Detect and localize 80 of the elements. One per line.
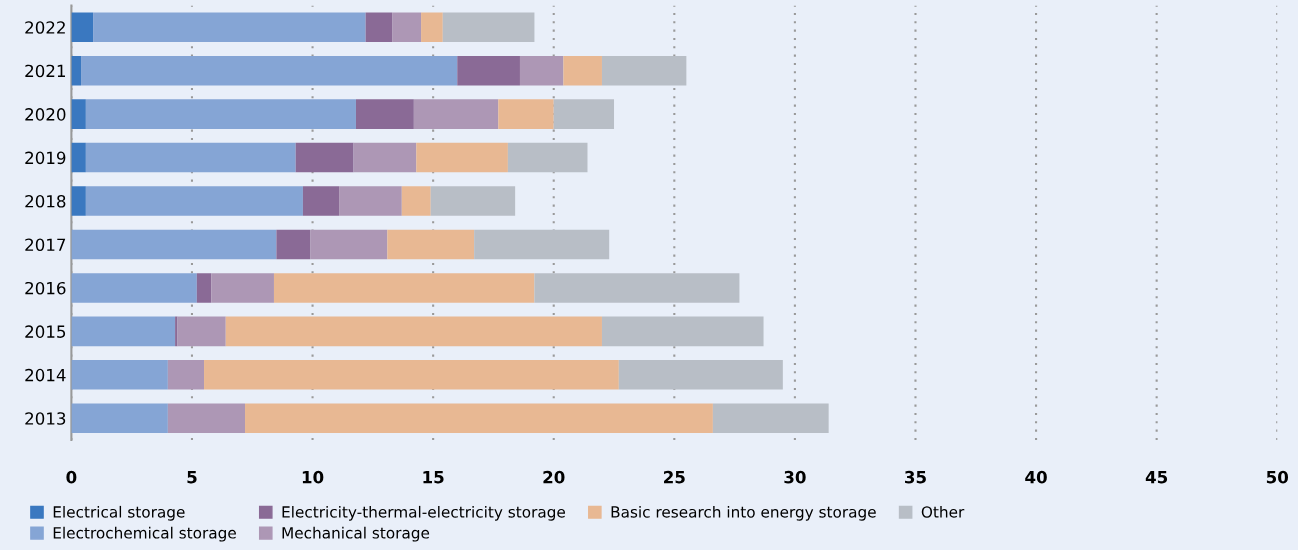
y-tick-label: 2016	[25, 281, 66, 295]
bar	[85, 142, 296, 173]
bar	[71, 403, 168, 434]
bar	[601, 316, 764, 347]
bar	[85, 99, 356, 129]
legend-label: Mechanical storage	[282, 526, 430, 542]
bar	[71, 229, 277, 260]
bar	[416, 142, 508, 173]
bar	[302, 186, 340, 216]
bar	[553, 99, 615, 129]
y-tick-label: 2021	[25, 64, 65, 78]
x-tick-label: 40	[1025, 470, 1047, 484]
bar	[93, 12, 366, 42]
x-tick-label: 0	[66, 470, 77, 484]
bar	[563, 55, 602, 86]
bar	[85, 186, 303, 216]
bar	[353, 142, 417, 173]
x-tick-label: 45	[1145, 471, 1168, 484]
x-tick-label: 35	[905, 470, 926, 484]
x-tick-label: 20	[543, 470, 565, 484]
bar	[457, 55, 520, 86]
bar	[71, 273, 197, 303]
bar	[71, 99, 86, 129]
y-tick-label: 2017	[25, 238, 66, 252]
legend-label: Electrical storage	[53, 505, 185, 521]
bar	[474, 229, 610, 260]
bar	[71, 186, 86, 216]
y-tick-label: 2014	[25, 368, 66, 382]
bar	[519, 55, 564, 86]
bar	[175, 316, 178, 347]
bar	[167, 403, 246, 434]
bar	[225, 316, 602, 347]
bar	[712, 403, 829, 434]
bar	[430, 186, 516, 216]
y-tick-label: 2022	[25, 21, 65, 34]
bar	[167, 360, 205, 390]
y-tick-label: 2020	[25, 108, 66, 121]
y-tick-label: 2015	[25, 325, 66, 338]
bar	[211, 273, 274, 303]
bar	[71, 55, 82, 86]
bar	[392, 12, 422, 42]
bar	[196, 273, 212, 303]
bar	[71, 316, 176, 347]
bar	[421, 12, 443, 42]
bar	[310, 229, 388, 260]
x-tick-label: 15	[423, 471, 444, 484]
bar	[601, 55, 687, 86]
bar	[442, 12, 535, 42]
bar	[177, 316, 226, 347]
y-tick-label: 2018	[25, 194, 66, 208]
bar	[276, 229, 311, 260]
bar	[534, 273, 740, 303]
x-tick-label: 50	[1266, 470, 1289, 484]
y-tick-label: 2013	[25, 412, 66, 425]
bar	[339, 186, 402, 216]
bar	[507, 142, 588, 173]
x-tick-label: 5	[187, 471, 197, 484]
bar	[618, 360, 783, 390]
bar	[387, 229, 475, 260]
bar	[71, 142, 86, 173]
legend-label: Electricity-thermal-electricity storage	[282, 505, 565, 521]
bar	[295, 142, 354, 173]
legend-label: Electrochemical storage	[53, 526, 236, 542]
bar	[365, 12, 393, 42]
x-tick-label: 25	[664, 470, 685, 484]
bar	[71, 360, 168, 390]
bar	[401, 186, 431, 216]
bar	[81, 55, 458, 86]
bar	[204, 360, 619, 390]
bar	[498, 99, 554, 129]
legend-label: Basic research into energy storage	[611, 505, 876, 521]
x-tick-label: 30	[784, 470, 806, 484]
bar	[273, 273, 535, 303]
bar	[245, 403, 713, 434]
x-tick-label: 10	[302, 470, 324, 484]
bar	[413, 99, 499, 129]
bar	[355, 99, 414, 129]
legend-label: Other	[921, 505, 965, 518]
y-tick-label: 2019	[25, 151, 66, 165]
bar	[71, 12, 94, 42]
